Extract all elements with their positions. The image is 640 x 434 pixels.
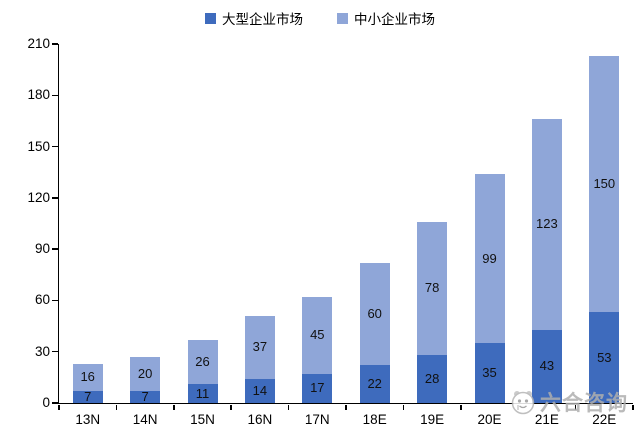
- bar-segment: [244, 315, 275, 380]
- x-axis-category-label: 14N: [132, 412, 158, 427]
- x-axis-tick: [402, 404, 405, 410]
- x-axis-tick: [115, 404, 118, 410]
- y-axis-tick: [52, 145, 58, 148]
- legend-label: 中小企业市场: [354, 12, 435, 27]
- y-axis-tick-label: 0: [42, 395, 50, 410]
- panda-logo-icon: [511, 391, 535, 415]
- x-axis-category-label: 20E: [477, 412, 502, 427]
- bar-value-label: 43: [539, 358, 555, 374]
- bar-value-label: 22: [367, 376, 382, 392]
- y-axis-tick-label: 90: [34, 241, 50, 257]
- bar-value-label: 7: [141, 389, 149, 405]
- y-axis-tick: [52, 350, 58, 353]
- bar-value-label: 17: [310, 380, 325, 396]
- x-axis-tick: [632, 404, 634, 410]
- y-axis-tick: [52, 299, 58, 302]
- x-axis-category-label: 19E: [420, 412, 445, 427]
- bar-value-label: 14: [252, 383, 268, 399]
- bar-value-label: 99: [482, 250, 497, 266]
- bar-segment: [72, 391, 103, 403]
- watermark-text: 六合咨询: [540, 392, 628, 415]
- x-axis-tick: [173, 404, 175, 410]
- y-axis-tick: [52, 197, 58, 199]
- bar-segment: [187, 384, 218, 403]
- bar-segment: [72, 363, 103, 392]
- x-axis-tick: [230, 404, 232, 410]
- x-axis-tick: [574, 404, 577, 410]
- bar-value-label: 7: [84, 389, 92, 405]
- bar-segment: [474, 173, 505, 344]
- bar-value-label: 35: [482, 365, 497, 381]
- y-axis-labels: 0 30 60 90 120 150 180 210: [0, 0, 50, 434]
- bar-segment: [130, 356, 161, 392]
- bar-value-label: 60: [367, 306, 382, 322]
- bar-value-label: 150: [593, 176, 616, 192]
- y-axis-tick: [52, 43, 58, 45]
- legend-label: 大型企业市场: [222, 12, 303, 27]
- x-axis-category-label: 22E: [592, 412, 617, 427]
- bar-segment: [359, 262, 390, 366]
- bar-segment: [244, 379, 275, 403]
- bar-value-label: 28: [424, 371, 440, 387]
- bar-segment: [417, 355, 448, 403]
- bar-segment: [531, 119, 562, 330]
- bar-segment: [302, 373, 333, 403]
- bar-segment: [417, 221, 448, 356]
- bar-segment: [302, 297, 333, 374]
- y-axis-tick: [52, 248, 58, 250]
- x-axis-category-label: 15N: [190, 412, 215, 427]
- y-axis-tick-label: 150: [27, 138, 50, 154]
- bar-segment: [589, 55, 620, 313]
- bar-segment: [531, 329, 562, 403]
- x-axis-tick: [287, 404, 290, 410]
- y-axis-tick-label: 180: [27, 87, 50, 103]
- legend-item-sme: 中小企业市场: [337, 8, 435, 28]
- legend-marker: [337, 12, 348, 24]
- y-axis-tick-label: 120: [27, 189, 50, 205]
- y-axis-tick-label: 60: [34, 292, 50, 308]
- y-axis-tick-label: 210: [27, 36, 50, 51]
- x-axis-category-label: 21E: [534, 412, 559, 427]
- bar-segment: [130, 391, 161, 403]
- legend-item-large-enterprise: 大型企业市场: [205, 8, 303, 28]
- y-axis-tick: [52, 402, 58, 404]
- x-axis-category-label: 18E: [362, 412, 387, 427]
- watermark: 六合咨询: [510, 387, 628, 417]
- bar-segment: [359, 365, 390, 403]
- bar-value-label: 37: [252, 339, 268, 355]
- x-axis-tick: [460, 404, 462, 410]
- x-axis-tick: [58, 404, 60, 410]
- y-axis-tick-label: 30: [34, 343, 50, 359]
- x-axis-tick: [345, 404, 347, 410]
- bar-segment: [589, 312, 620, 403]
- bar-value-label: 45: [310, 327, 325, 343]
- bar-value-label: 20: [137, 365, 153, 381]
- bar-value-label: 16: [80, 369, 95, 385]
- legend-marker: [205, 12, 216, 24]
- plot-area: 7 16 13N 7 20 14N 11 26 15N 14 37 16N 17 45 17N 22 60 18E…: [52, 43, 634, 427]
- bar-value-label: 78: [424, 280, 440, 296]
- bar-value-label: 26: [195, 353, 210, 369]
- x-axis-category-label: 13N: [75, 412, 101, 427]
- bar-segment: [474, 343, 505, 403]
- bar-value-label: 123: [536, 216, 558, 232]
- chart-legend: 大型企业市场 中小企业市场: [0, 8, 640, 28]
- bar-value-label: 53: [597, 349, 612, 365]
- x-axis-category-label: 16N: [247, 412, 273, 427]
- bar-value-label: 11: [195, 385, 210, 401]
- bar-segment: [187, 339, 218, 385]
- y-axis-tick: [52, 94, 58, 97]
- x-axis-category-label: 17N: [304, 412, 330, 427]
